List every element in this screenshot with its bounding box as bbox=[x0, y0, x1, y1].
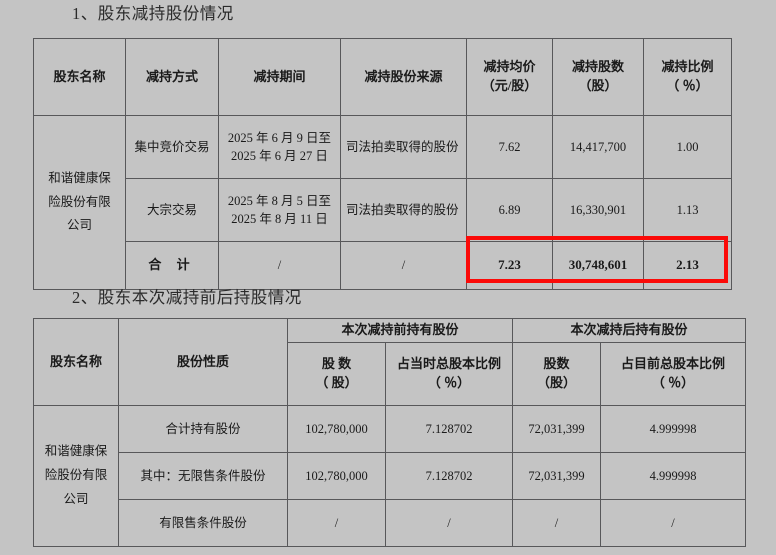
cell-before-ratio: 7.128702 bbox=[384, 451, 514, 500]
header-share-source: 减持股份来源 bbox=[340, 38, 467, 116]
cell-share-ratio: 1.13 bbox=[643, 178, 732, 242]
header-after-shares-line2: （股） bbox=[537, 374, 577, 390]
section-1-title: 1、股东减持股份情况 bbox=[72, 4, 234, 23]
header-share-nature: 股份性质 bbox=[118, 318, 288, 406]
header-average-price: 减持均价 （元/股） bbox=[466, 38, 553, 116]
header-before-shares-line1: 股 数 bbox=[321, 356, 352, 371]
cell-share-count: 14,417,700 bbox=[552, 115, 644, 179]
header-after-ratio-line2: （ ％） bbox=[651, 374, 695, 390]
header-after-shares-line1: 股数 bbox=[543, 356, 570, 371]
cell-total-share-ratio: 2.13 bbox=[643, 241, 732, 290]
header-before-reduction-group: 本次减持前持有股份 bbox=[286, 318, 514, 343]
cell-reduction-period: 2025 年 6 月 9 日至 2025 年 6 月 27 日 bbox=[218, 115, 341, 179]
cell-after-ratio: 4.999998 bbox=[600, 404, 747, 453]
header-before-ratio-line1: 占当时总股本比例 bbox=[397, 356, 502, 371]
header-reduction-period: 减持期间 bbox=[218, 38, 341, 116]
section-2-title: 2、股东本次减持前后持股情况 bbox=[72, 288, 302, 307]
cell-before-shares: / bbox=[287, 498, 386, 547]
header-share-count-line2: （股） bbox=[578, 78, 618, 93]
header-after-shares: 股数 （股） bbox=[512, 341, 602, 406]
cell-after-shares: 72,031,399 bbox=[512, 404, 602, 453]
table-row: 和谐健康保险股份有限公司 集中竞价交易 2025 年 6 月 9 日至 2025… bbox=[33, 115, 732, 290]
header-share-ratio: 减持比例 （ ％） bbox=[643, 38, 732, 116]
cell-share-source: 司法拍卖取得的股份 bbox=[340, 178, 467, 242]
header-after-ratio-line1: 占目前总股本比例 bbox=[621, 356, 726, 371]
table-row: 其中：无限售条件股份 102,780,000 7.128702 72,031,3… bbox=[34, 451, 747, 500]
cell-after-shares: / bbox=[512, 498, 602, 547]
cell-before-ratio: 7.128702 bbox=[384, 404, 514, 453]
cell-total-share-count: 30,748,601 bbox=[552, 241, 644, 290]
cell-after-ratio: 4.999998 bbox=[600, 451, 747, 500]
header-shareholder-name: 股东名称 bbox=[33, 318, 119, 406]
cell-before-shares: 102,780,000 bbox=[287, 404, 386, 453]
header-after-ratio: 占目前总股本比例 （ ％） bbox=[600, 341, 747, 406]
cell-share-count: 16,330,901 bbox=[552, 178, 644, 242]
header-after-reduction-group: 本次减持后持有股份 bbox=[512, 318, 747, 343]
header-before-shares-line2: （ 股） bbox=[315, 374, 358, 390]
cell-reduction-period: 2025 年 8 月 5 日至 2025 年 8 月 11 日 bbox=[218, 178, 341, 242]
header-average-price-line2: （元/股） bbox=[481, 78, 538, 93]
table-row: 大宗交易 2025 年 8 月 5 日至 2025 年 8 月 11 日 司法拍… bbox=[34, 178, 732, 242]
cell-period-line1: 2025 年 8 月 5 日至 bbox=[227, 193, 332, 208]
header-before-ratio: 占当时总股本比例 （ ％） bbox=[384, 341, 514, 406]
table-row: 和谐健康保险股份有限公司 合计持有股份 102,780,000 7.128702… bbox=[33, 404, 747, 547]
header-shareholder-name: 股东名称 bbox=[33, 38, 126, 116]
table-header-row-group: 股东名称 股份性质 本次减持前持有股份 本次减持后持有股份 bbox=[33, 318, 747, 406]
cell-share-nature: 其中：无限售条件股份 bbox=[118, 451, 288, 500]
cell-total-source: / bbox=[340, 241, 467, 290]
cell-share-source: 司法拍卖取得的股份 bbox=[340, 115, 467, 179]
cell-before-shares: 102,780,000 bbox=[287, 451, 386, 500]
header-average-price-line1: 减持均价 bbox=[483, 59, 536, 75]
header-share-count: 减持股数 （股） bbox=[552, 38, 644, 116]
shareholder-reduction-table: 股东名称 减持方式 减持期间 减持股份来源 减持均价 （元/股） 减持股数 （股… bbox=[33, 38, 732, 290]
cell-average-price: 7.62 bbox=[466, 115, 553, 179]
table-total-row: 合 计 / / 7.23 30,748,601 2.13 bbox=[34, 241, 732, 290]
cell-total-average-price: 7.23 bbox=[466, 241, 553, 290]
table-row: 有限售条件股份 / / / / bbox=[34, 498, 747, 547]
header-reduction-method: 减持方式 bbox=[125, 38, 219, 116]
cell-reduction-method: 大宗交易 bbox=[125, 178, 219, 242]
cell-shareholder-name: 和谐健康保险股份有限公司 bbox=[33, 404, 119, 547]
header-before-ratio-line2: （ ％） bbox=[427, 374, 471, 390]
cell-before-ratio: / bbox=[384, 498, 514, 547]
cell-total-period: / bbox=[218, 241, 341, 290]
cell-after-ratio: / bbox=[600, 498, 747, 547]
cell-period-line2: 2025 年 6 月 27 日 bbox=[231, 149, 328, 163]
cell-average-price: 6.89 bbox=[466, 178, 553, 242]
header-share-ratio-line1: 减持比例 bbox=[661, 59, 714, 75]
cell-share-nature: 合计持有股份 bbox=[118, 404, 288, 453]
cell-share-ratio: 1.00 bbox=[643, 115, 732, 179]
table-header-row-sub: 股 数 （ 股） 占当时总股本比例 （ ％） 股数 （股） 占目前总股本比例 （… bbox=[34, 341, 747, 406]
cell-reduction-method: 集中竞价交易 bbox=[125, 115, 219, 179]
holdings-before-after-table: 股东名称 股份性质 本次减持前持有股份 本次减持后持有股份 股 数 （ 股） 占… bbox=[33, 318, 747, 547]
header-share-count-line1: 减持股数 bbox=[571, 59, 624, 75]
cell-period-line1: 2025 年 6 月 9 日至 bbox=[227, 130, 332, 145]
cell-total-label: 合 计 bbox=[125, 241, 219, 290]
cell-period-line2: 2025 年 8 月 11 日 bbox=[231, 212, 328, 226]
cell-share-nature: 有限售条件股份 bbox=[118, 498, 288, 547]
table-header-row: 股东名称 减持方式 减持期间 减持股份来源 减持均价 （元/股） 减持股数 （股… bbox=[33, 38, 732, 116]
header-before-shares: 股 数 （ 股） bbox=[287, 341, 386, 406]
header-share-ratio-line2: （ ％） bbox=[666, 78, 709, 93]
cell-shareholder-name: 和谐健康保险股份有限公司 bbox=[33, 115, 126, 290]
cell-after-shares: 72,031,399 bbox=[512, 451, 602, 500]
